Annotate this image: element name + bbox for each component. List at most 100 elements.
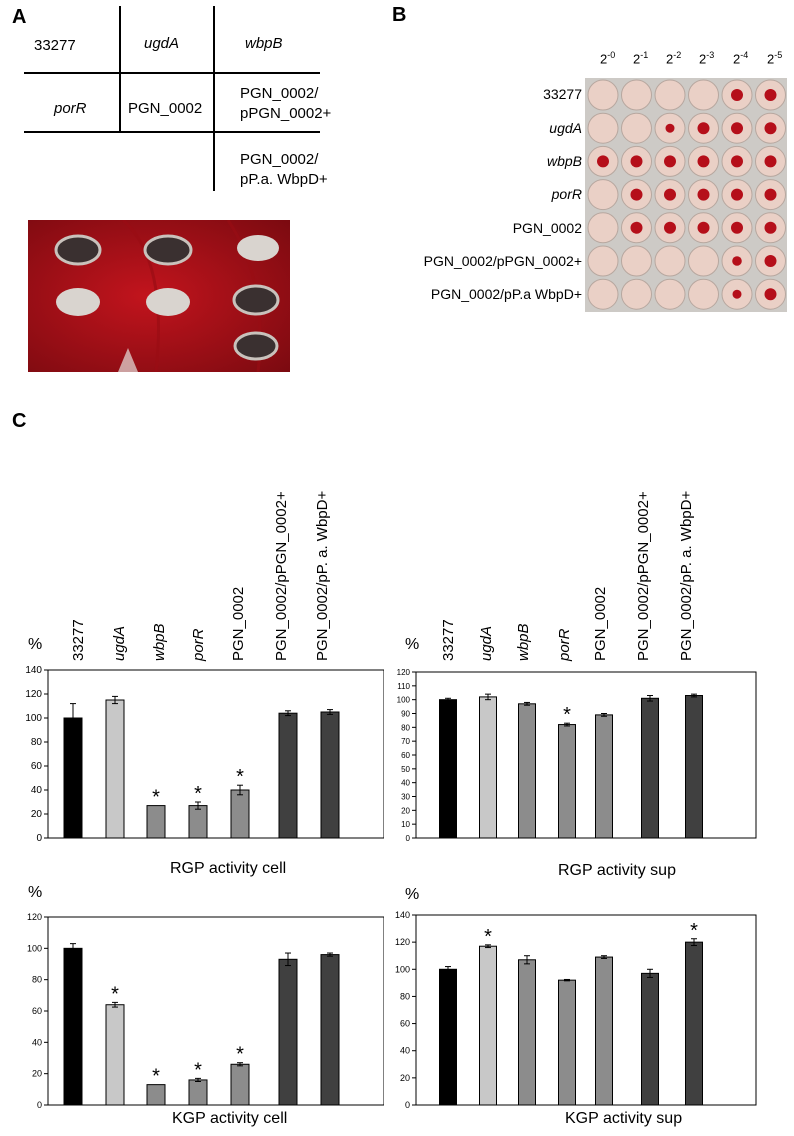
- error-bar: [524, 701, 530, 706]
- colony-33277: [54, 234, 102, 266]
- colony-ugda: [143, 234, 193, 266]
- y-tick-label: 120: [397, 668, 411, 677]
- panel-b-letter: B: [392, 4, 407, 26]
- y-tick-label: 20: [31, 809, 43, 820]
- bar: [230, 789, 250, 839]
- plot-frame: [47, 669, 384, 839]
- rbc-button: [731, 221, 743, 234]
- strain-axis-label: PGN_0002: [230, 586, 247, 661]
- y-tick-label: 20: [400, 1073, 410, 1083]
- y-tick-label: 140: [395, 910, 410, 920]
- y-tick-label: 0: [406, 834, 411, 843]
- bar: [558, 724, 576, 839]
- rbc-button: [697, 188, 710, 201]
- well: [688, 245, 719, 277]
- error-bar: [524, 955, 530, 965]
- grid-vline-2: [213, 6, 215, 191]
- well: [621, 245, 652, 277]
- strain-row-label: porR: [551, 186, 582, 202]
- error-bar: [285, 710, 291, 717]
- well: [587, 245, 619, 277]
- strain-axis-label: PGN_0002/pPGN_0002+: [635, 491, 652, 661]
- bar: [278, 712, 298, 839]
- error-bar: [445, 697, 451, 702]
- plot-frame: [415, 914, 757, 1106]
- dilution-col-header: 2-4: [733, 50, 749, 67]
- y-tick-label: 40: [401, 779, 410, 788]
- rbc-button: [630, 155, 643, 168]
- error-bar: [112, 1001, 118, 1008]
- grid-cell-pgn0002: PGN_0002: [128, 100, 203, 117]
- y-tick-label: 40: [32, 1037, 42, 1047]
- grid-cell-comp-line2: pPGN_0002+: [240, 105, 332, 122]
- bar: [685, 941, 703, 1106]
- bar: [146, 1084, 166, 1106]
- rbc-button: [664, 155, 676, 168]
- rbc-button: [764, 288, 777, 301]
- dilution-col-header: 2-5: [767, 50, 783, 67]
- well: [587, 278, 619, 310]
- rbc-button: [764, 155, 777, 168]
- y-tick-label: 80: [401, 723, 410, 732]
- bar: [439, 968, 457, 1106]
- error-bar: [327, 952, 333, 957]
- rbc-button: [764, 122, 777, 135]
- y-tick-label: 30: [401, 793, 410, 802]
- well: [621, 79, 652, 111]
- error-bar: [70, 703, 76, 733]
- significance-asterisk: *: [111, 983, 119, 1005]
- strain-axis-label: 33277: [440, 619, 457, 661]
- significance-asterisk: *: [152, 1066, 160, 1088]
- kgp-cell-caption: KGP activity cell: [172, 1110, 288, 1127]
- y-tick-label: 80: [400, 991, 410, 1001]
- y-tick-label: 40: [31, 785, 43, 796]
- colony-pgn0002: [146, 288, 190, 316]
- strain-row-label: PGN_0002/pP.a WbpD+: [430, 286, 582, 302]
- bar: [595, 956, 613, 1106]
- percent-label-2: %: [405, 636, 420, 653]
- strain-axis-label: 33277: [70, 619, 87, 661]
- well: [621, 112, 652, 144]
- well: [587, 179, 619, 211]
- grid-hline-2: [24, 131, 320, 133]
- error-bar: [601, 955, 607, 959]
- bar: [518, 959, 536, 1106]
- hemagglutination-plate: [585, 78, 787, 312]
- dilution-col-header: 2-0: [600, 50, 616, 67]
- bar: [641, 697, 659, 839]
- y-tick-label: 60: [31, 761, 43, 772]
- error-bar: [112, 695, 118, 705]
- strain-axis-label: wbpB: [151, 623, 168, 661]
- panel-a-letter: A: [12, 6, 27, 28]
- rbc-button: [630, 221, 643, 234]
- rbc-button: [764, 188, 777, 201]
- strain-row-label: wbpB: [546, 153, 582, 169]
- significance-asterisk: *: [194, 783, 202, 805]
- colony-comp: [232, 284, 280, 316]
- significance-asterisk: *: [236, 766, 244, 788]
- rbc-button: [732, 256, 742, 266]
- well: [654, 245, 686, 277]
- significance-asterisk: *: [236, 1044, 244, 1066]
- error-bar: [237, 1062, 243, 1067]
- error-bar: [647, 695, 653, 702]
- error-bar: [485, 693, 491, 701]
- strain-axis-label: PGN_0002/pPGN_0002+: [273, 491, 290, 661]
- y-tick-label: 100: [25, 713, 42, 724]
- y-tick-label: 40: [400, 1046, 410, 1056]
- percent-label-3: %: [28, 884, 43, 901]
- y-tick-label: 80: [31, 737, 43, 748]
- strain-row-label: ugdA: [549, 120, 582, 136]
- grid-vline-1: [119, 6, 121, 72]
- rbc-button: [731, 188, 743, 201]
- bar: [230, 1063, 250, 1106]
- y-tick-label: 60: [401, 751, 410, 760]
- rbc-button: [597, 155, 609, 168]
- bar: [188, 1079, 208, 1106]
- well: [654, 79, 686, 111]
- well: [654, 278, 686, 310]
- bar: [320, 711, 340, 839]
- error-bar: [445, 966, 451, 973]
- y-tick-label: 70: [401, 737, 410, 746]
- y-tick-label: 80: [32, 975, 42, 985]
